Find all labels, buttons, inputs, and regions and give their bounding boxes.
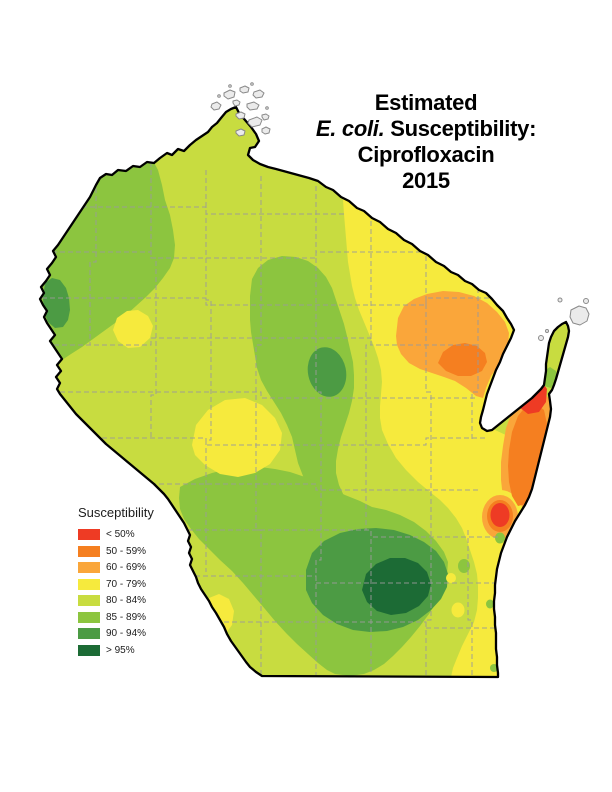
legend-item-label: 80 - 84% — [106, 595, 147, 606]
band-70-79-west-central — [192, 398, 282, 477]
legend: Susceptibility < 50% 50 - 59% 60 - 69% 70 -… — [78, 505, 154, 661]
legend-item-label: 90 - 94% — [106, 628, 147, 639]
legend-swatch — [78, 562, 100, 573]
legend-item-label: > 95% — [106, 644, 135, 656]
band-lt50-milwaukee — [490, 503, 510, 527]
county-boundaries — [42, 162, 510, 675]
title-line-4: 2015 — [402, 168, 450, 193]
legend-swatch — [78, 628, 100, 639]
coast-green-dot-2 — [495, 532, 505, 544]
map-title: Estimated E. coli. Susceptibility: Cipro… — [280, 90, 572, 194]
band-90-94-west-edge-spot — [43, 278, 70, 328]
legend-item-label: < 50% — [106, 529, 135, 540]
legend-item: 80 - 84% — [78, 595, 154, 606]
legend-item-label: 85 - 89% — [106, 611, 147, 623]
band-90-94-central-oval — [307, 347, 347, 397]
title-line-2: E. coli. Susceptibility: — [280, 116, 572, 142]
band-50-59-green-bay-core — [438, 343, 487, 376]
title-line-1: Estimated — [374, 90, 478, 115]
legend-item: 70 - 79% — [78, 578, 154, 590]
legend-item-label: 70 - 79% — [106, 578, 147, 590]
legend-item-label: 50 - 59% — [106, 545, 147, 557]
coast-yellow-dot-1 — [446, 573, 456, 583]
legend-swatch — [78, 529, 100, 540]
title-species-italic: E. coli. — [315, 116, 385, 141]
legend-swatch — [78, 644, 100, 656]
title-line-2-rest: Susceptibility: — [384, 116, 537, 141]
band-70-79-eau-claire-spot — [113, 310, 153, 348]
title-line-3: Ciprofloxacin — [357, 142, 495, 167]
band-gt95-core — [362, 558, 431, 615]
legend-item-label: 60 - 69% — [106, 562, 147, 573]
legend-swatch — [78, 545, 100, 557]
legend-item: 60 - 69% — [78, 562, 154, 573]
coast-green-dot-3 — [486, 599, 494, 609]
coast-green-dot-1 — [458, 559, 470, 573]
legend-item: < 50% — [78, 529, 154, 540]
washington-island — [538, 297, 590, 341]
legend-swatch — [78, 611, 100, 623]
legend-item: 85 - 89% — [78, 611, 154, 623]
band-50-59-coastal-core — [508, 404, 547, 506]
legend-item: 90 - 94% — [78, 628, 154, 639]
legend-swatch — [78, 578, 100, 590]
legend-items: < 50% 50 - 59% 60 - 69% 70 - 79% 80 - 84% 85 … — [78, 529, 154, 656]
legend-title: Susceptibility — [78, 505, 154, 520]
legend-item: 50 - 59% — [78, 545, 154, 557]
legend-swatch — [78, 595, 100, 606]
coast-yellow-dot-2 — [451, 602, 465, 618]
legend-item: > 95% — [78, 644, 154, 656]
band-85-89-central-strip — [250, 256, 374, 536]
apostle-islands — [210, 82, 271, 137]
